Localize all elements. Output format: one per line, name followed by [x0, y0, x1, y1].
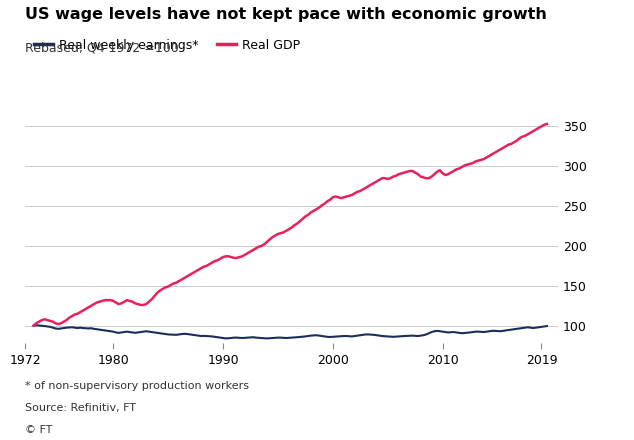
Text: US wage levels have not kept pace with economic growth: US wage levels have not kept pace with e…	[25, 7, 547, 22]
Text: Source: Refinitiv, FT: Source: Refinitiv, FT	[25, 403, 136, 413]
Legend: Real weekly earnings*, Real GDP: Real weekly earnings*, Real GDP	[29, 34, 306, 57]
Text: © FT: © FT	[25, 425, 53, 435]
Text: * of non-supervisory production workers: * of non-supervisory production workers	[25, 381, 249, 391]
Text: Rebased, Q4 1972 =100: Rebased, Q4 1972 =100	[25, 42, 179, 55]
